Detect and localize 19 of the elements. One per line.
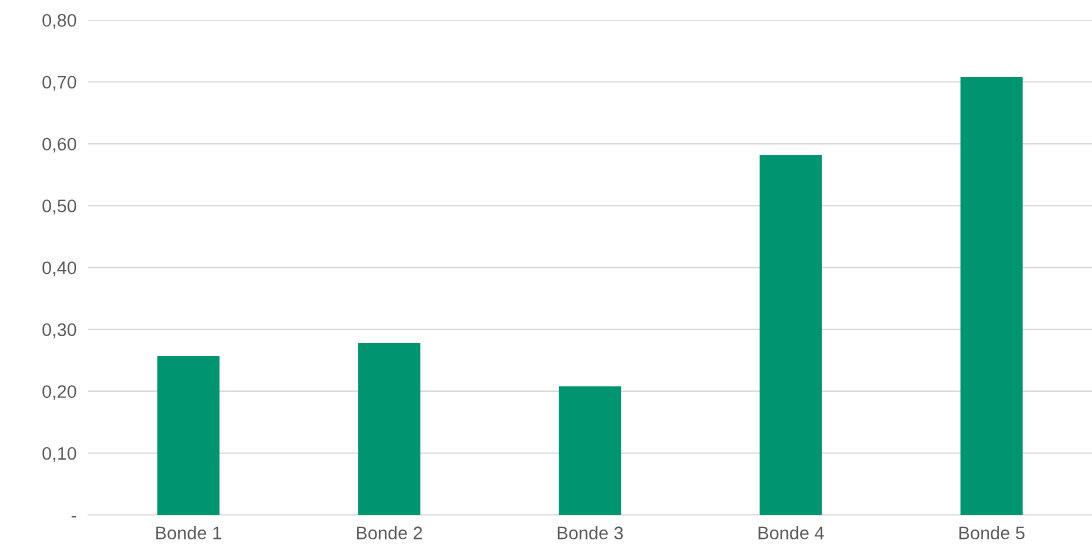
y-tick-label: 0,10 bbox=[42, 447, 77, 462]
x-tick-label: Bonde 2 bbox=[357, 526, 422, 540]
y-tick-label: 0,20 bbox=[42, 385, 77, 401]
x-tick-label: Bonde 3 bbox=[557, 526, 623, 540]
y-tick-label: 0,80 bbox=[42, 13, 77, 29]
bar bbox=[960, 76, 1023, 515]
y-tick-label: 0,50 bbox=[42, 199, 77, 215]
bar bbox=[759, 154, 822, 515]
bar bbox=[157, 355, 220, 515]
y-tick-label: 0,70 bbox=[42, 75, 77, 91]
y-tick-label: 0,30 bbox=[42, 323, 77, 339]
y-tick-label: 0,40 bbox=[42, 261, 77, 277]
y-tick-label: 0,60 bbox=[42, 137, 77, 153]
bar bbox=[358, 342, 421, 515]
x-tick-label: Bonde 5 bbox=[959, 526, 1025, 540]
bar bbox=[558, 386, 622, 515]
x-tick-label: Bonde 4 bbox=[758, 526, 824, 540]
x-tick-label: Bonde 1 bbox=[156, 526, 222, 540]
y-tick-label: - bbox=[71, 516, 77, 518]
